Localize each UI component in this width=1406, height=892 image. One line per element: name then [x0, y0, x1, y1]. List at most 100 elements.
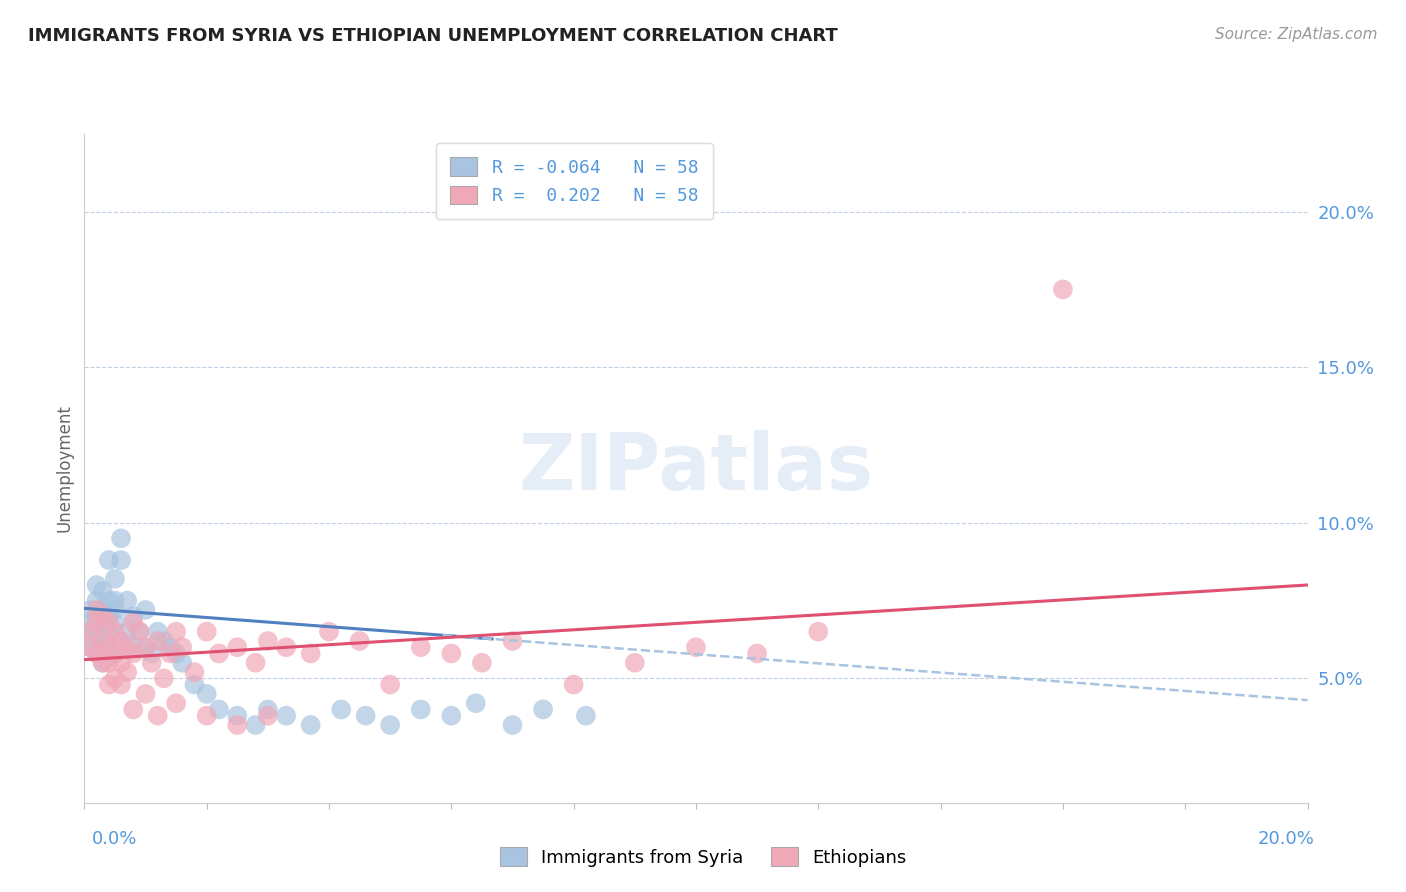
Point [409, 640, 432, 655]
Point [502, 634, 524, 648]
Point [165, 696, 187, 710]
Text: 0.0%: 0.0% [91, 830, 136, 847]
Point [86, 603, 108, 617]
Point [79, 624, 101, 639]
Point [299, 718, 322, 732]
Point [624, 656, 647, 670]
Point [86, 615, 108, 630]
Point [330, 702, 353, 716]
Point [97, 624, 120, 639]
Point [380, 677, 402, 691]
Point [110, 634, 132, 648]
Point [91, 634, 114, 648]
Point [115, 624, 138, 639]
Point [104, 647, 127, 661]
Point [354, 708, 377, 723]
Point [807, 624, 830, 639]
Point [502, 718, 524, 732]
Point [97, 615, 120, 630]
Y-axis label: Unemployment: Unemployment [55, 404, 73, 533]
Point [409, 702, 432, 716]
Point [208, 647, 231, 661]
Legend: R = -0.064   N = 58, R =  0.202   N = 58: R = -0.064 N = 58, R = 0.202 N = 58 [436, 143, 713, 219]
Text: IMMIGRANTS FROM SYRIA VS ETHIOPIAN UNEMPLOYMENT CORRELATION CHART: IMMIGRANTS FROM SYRIA VS ETHIOPIAN UNEMP… [28, 27, 838, 45]
Point [128, 624, 150, 639]
Point [440, 647, 463, 661]
Point [122, 702, 145, 716]
Point [115, 593, 138, 607]
Point [97, 656, 120, 670]
Point [141, 656, 163, 670]
Point [79, 615, 101, 630]
Point [104, 615, 127, 630]
Point [135, 603, 157, 617]
Point [122, 640, 145, 655]
Point [165, 647, 187, 661]
Point [110, 677, 132, 691]
Point [79, 624, 101, 639]
Point [91, 634, 114, 648]
Point [208, 702, 231, 716]
Point [91, 615, 114, 630]
Point [128, 624, 150, 639]
Point [86, 578, 108, 592]
Point [276, 708, 298, 723]
Point [104, 624, 127, 639]
Point [575, 708, 598, 723]
Point [226, 640, 249, 655]
Point [86, 593, 108, 607]
Point [135, 640, 157, 655]
Point [115, 665, 138, 679]
Point [349, 634, 371, 648]
Text: Source: ZipAtlas.com: Source: ZipAtlas.com [1215, 27, 1378, 42]
Point [110, 531, 132, 545]
Text: ZIPatlas: ZIPatlas [519, 430, 873, 507]
Point [79, 603, 101, 617]
Point [115, 640, 138, 655]
Point [685, 640, 707, 655]
Point [104, 647, 127, 661]
Point [276, 640, 298, 655]
Point [104, 671, 127, 685]
Point [318, 624, 340, 639]
Point [135, 640, 157, 655]
Point [91, 584, 114, 599]
Point [195, 687, 218, 701]
Point [97, 609, 120, 624]
Point [159, 647, 181, 661]
Point [97, 677, 120, 691]
Point [110, 634, 132, 648]
Text: 20.0%: 20.0% [1258, 830, 1315, 847]
Point [86, 609, 108, 624]
Point [79, 640, 101, 655]
Point [226, 718, 249, 732]
Point [195, 624, 218, 639]
Point [440, 708, 463, 723]
Point [97, 553, 120, 567]
Point [159, 640, 181, 655]
Point [104, 603, 127, 617]
Point [245, 718, 267, 732]
Point [146, 634, 169, 648]
Point [183, 665, 205, 679]
Point [97, 593, 120, 607]
Point [257, 708, 280, 723]
Point [172, 640, 194, 655]
Legend: Immigrants from Syria, Ethiopians: Immigrants from Syria, Ethiopians [492, 840, 914, 874]
Point [91, 603, 114, 617]
Point [86, 647, 108, 661]
Point [146, 708, 169, 723]
Point [471, 656, 494, 670]
Point [299, 647, 322, 661]
Point [172, 656, 194, 670]
Point [104, 572, 127, 586]
Point [86, 647, 108, 661]
Point [531, 702, 554, 716]
Point [104, 593, 127, 607]
Point [86, 631, 108, 645]
Point [380, 718, 402, 732]
Point [257, 702, 280, 716]
Point [91, 609, 114, 624]
Point [183, 677, 205, 691]
Point [122, 609, 145, 624]
